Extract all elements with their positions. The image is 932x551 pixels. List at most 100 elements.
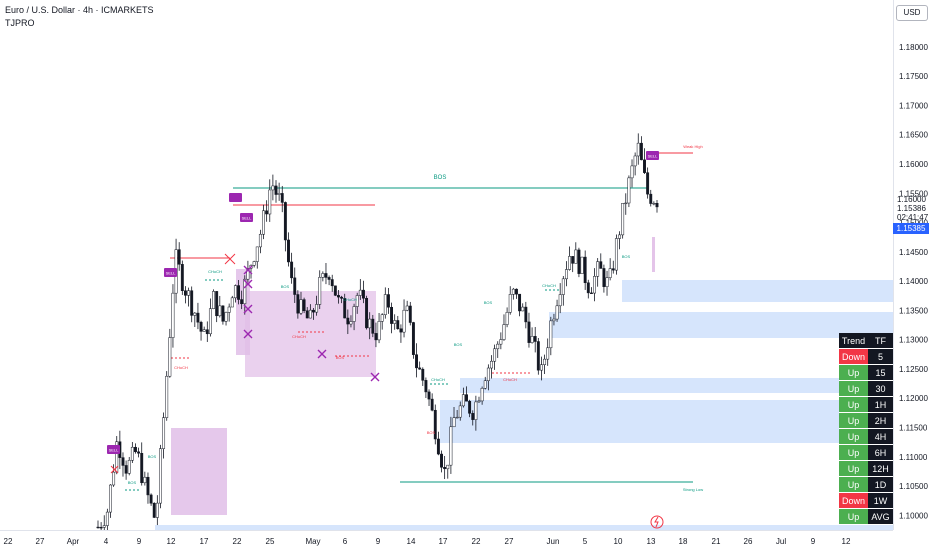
- sell-signal: SELL: [164, 268, 177, 277]
- candle-down: [602, 268, 606, 287]
- trend-cell: Down: [839, 348, 868, 365]
- candle-down: [361, 289, 365, 299]
- trend-cell: Up: [839, 380, 868, 397]
- candle-up: [102, 525, 106, 528]
- currency-selector[interactable]: USD: [896, 5, 928, 21]
- candle-up: [540, 364, 543, 371]
- trend-table: Trend TF Down 5 Up 15 Up 30 Up 1H Up 2H Up 4H Up 6H Up…: [839, 333, 893, 525]
- symbol-title: Euro / U.S. Dollar · 4h · ICMARKETS: [5, 5, 154, 15]
- candle-up: [377, 321, 381, 341]
- candle-down: [589, 292, 593, 294]
- choch-label: CHoCH: [431, 377, 445, 382]
- candle-up: [549, 320, 553, 349]
- x-tick-label: 12: [842, 537, 851, 546]
- candle-down: [583, 256, 587, 284]
- cross-marker: [243, 304, 253, 314]
- x-tick-label: 21: [712, 537, 721, 546]
- candle-down: [183, 290, 187, 296]
- trend-row: Up 30: [839, 380, 893, 397]
- candle-up: [383, 294, 387, 315]
- y-tick-label: 1.17000: [899, 101, 928, 110]
- candle-up: [624, 202, 628, 205]
- candle-up: [271, 185, 275, 191]
- y-tick-label: 1.13000: [899, 336, 928, 345]
- candle-up: [461, 394, 465, 407]
- candle-down: [199, 321, 203, 332]
- tf-cell: 6H: [868, 444, 893, 461]
- bos-label: BOS: [484, 300, 493, 305]
- candle-down: [221, 305, 225, 322]
- candle-up: [508, 294, 512, 313]
- time-axis[interactable]: 22 27 Apr 4 9 12 17 22 25 May 6 9 14 17 22 27 Jun 5 10 13 18…: [0, 530, 893, 551]
- candle-up: [486, 367, 490, 381]
- svg-text:SELL: SELL: [648, 154, 659, 159]
- tf-cell: 1D: [868, 476, 893, 493]
- candle-down: [124, 465, 128, 474]
- candle-up: [455, 416, 459, 419]
- bos-label: BOS: [427, 430, 436, 435]
- candle-down: [134, 446, 137, 453]
- candle-down: [571, 256, 575, 264]
- x-tick-label: 12: [167, 537, 176, 546]
- candle-up: [224, 312, 228, 322]
- candle-down: [137, 451, 141, 454]
- candle-down: [599, 261, 603, 269]
- x-tick-label: 6: [343, 537, 348, 546]
- choch-label: CHoCH: [292, 334, 306, 339]
- tf-cell: 12H: [868, 460, 893, 477]
- candle-down: [390, 306, 394, 324]
- candle-up: [546, 347, 550, 360]
- price-chart[interactable]: BOS BOS BOS BOS BOS BOS BOS BOS BOS CHoC…: [0, 0, 893, 530]
- candle-down: [408, 305, 412, 323]
- candle-down: [333, 285, 337, 296]
- candle-up: [243, 278, 247, 305]
- cross-marker: [317, 349, 327, 359]
- x-tick-label: Jul: [776, 537, 786, 546]
- demand-zone: [460, 378, 893, 393]
- candle-up: [268, 189, 272, 215]
- flash-icon[interactable]: [650, 515, 664, 529]
- candle-up: [474, 401, 478, 420]
- choch-label: CHoCH: [208, 269, 222, 274]
- candle-up: [477, 400, 481, 403]
- candle-up: [208, 308, 212, 335]
- candle-up: [621, 203, 625, 236]
- tf-cell: 4H: [868, 428, 893, 445]
- candle-down: [639, 142, 643, 161]
- trend-cell: Up: [839, 508, 868, 525]
- trend-cell: Up: [839, 412, 868, 429]
- price-axis[interactable]: 1.185001.180001.175001.170001.165001.160…: [893, 0, 932, 530]
- candle-down: [346, 317, 350, 325]
- candle-down: [643, 159, 646, 173]
- candle-up: [502, 324, 506, 340]
- candle-up: [233, 285, 237, 299]
- trend-row: Up 1H: [839, 396, 893, 413]
- candle-up: [480, 388, 484, 402]
- candle-down: [343, 298, 347, 319]
- candle-up: [299, 299, 303, 314]
- candle-up: [165, 375, 169, 418]
- candle-up: [405, 305, 409, 311]
- sell-signal: [229, 193, 242, 202]
- candle-up: [521, 306, 525, 312]
- candle-up: [630, 165, 634, 179]
- candle-down: [436, 438, 440, 455]
- candle-down: [265, 210, 269, 215]
- candle-down: [536, 341, 540, 371]
- candle-up: [212, 291, 215, 309]
- candle-up: [202, 329, 206, 332]
- x-tick-label: 17: [439, 537, 448, 546]
- candle-down: [465, 394, 468, 402]
- trend-header: Trend: [839, 333, 868, 349]
- choch-label: CHoCH: [503, 377, 517, 382]
- candle-down: [196, 312, 200, 323]
- tf-cell: 2H: [868, 412, 893, 429]
- candle-up: [574, 249, 578, 264]
- candle-down: [533, 336, 537, 342]
- candle-up: [143, 476, 147, 484]
- bos-label: BOS: [128, 480, 137, 485]
- x-tick-label: 9: [376, 537, 381, 546]
- y-tick-label: 1.16000: [899, 160, 928, 169]
- candle-up: [608, 268, 612, 278]
- svg-text:SELL: SELL: [166, 271, 177, 276]
